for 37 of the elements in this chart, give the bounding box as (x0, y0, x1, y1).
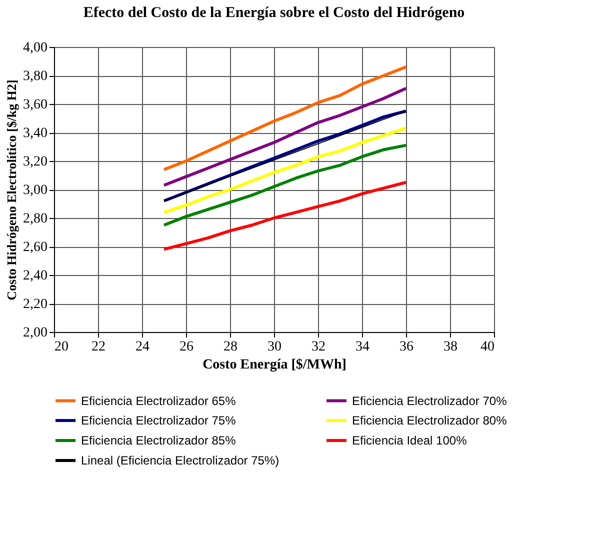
y-axis-title: Costo Hidrógeno Electrolítico [$/kg H2] (4, 80, 19, 300)
x-tick-label: 40 (480, 340, 494, 354)
x-tick-label: 28 (224, 340, 238, 354)
y-tick-label: 2,60 (23, 240, 48, 255)
y-tick-label: 3,00 (23, 183, 48, 198)
legend-label: Eficiencia Electrolizador 75% (81, 414, 236, 428)
y-tick-label: 3,20 (23, 154, 48, 170)
x-tick-label: 34 (356, 340, 370, 354)
legend-label: Eficiencia Electrolizador 80% (352, 414, 508, 428)
y-tick-label: 3,40 (23, 126, 48, 141)
line-series (162, 180, 408, 251)
line-series (162, 65, 408, 172)
legend-label: Eficiencia Electrolizador 70% (352, 394, 508, 408)
line-series (162, 86, 408, 187)
legend-label: Eficiencia Ideal 100% (352, 434, 468, 448)
legend-label: Eficiencia Electrolizador 65% (81, 394, 236, 408)
x-tick-label: 20 (54, 340, 68, 354)
y-tick-label: 2,80 (23, 212, 48, 226)
x-tick-label: 30 (268, 340, 282, 354)
y-tick-label: 3,60 (23, 98, 48, 112)
y-tick-label: 2,20 (23, 297, 48, 312)
x-tick-label: 26 (180, 340, 194, 354)
y-tick-label: 4,00 (23, 40, 48, 56)
legend-label: Lineal (Eficiencia Electrolizador 75%) (81, 454, 280, 468)
x-tick-label: 22 (92, 340, 106, 354)
legend-label: Eficiencia Electrolizador 85% (81, 434, 236, 448)
x-tick-label: 24 (136, 340, 150, 354)
x-tick-label: 32 (312, 340, 326, 354)
y-tick-label: 2,00 (23, 326, 48, 340)
y-tick-label: 3,80 (23, 69, 48, 84)
x-axis-title: Costo Energía [$/MWh] (202, 358, 346, 372)
line-series (162, 126, 408, 214)
x-tick-label: 38 (444, 340, 458, 354)
chart-title: Efecto del Costo de la Energía sobre el Costo del Hidrógeno (83, 5, 465, 21)
y-tick-label: 2,40 (23, 268, 48, 284)
line-series (162, 144, 408, 227)
x-tick-label: 36 (400, 340, 414, 354)
